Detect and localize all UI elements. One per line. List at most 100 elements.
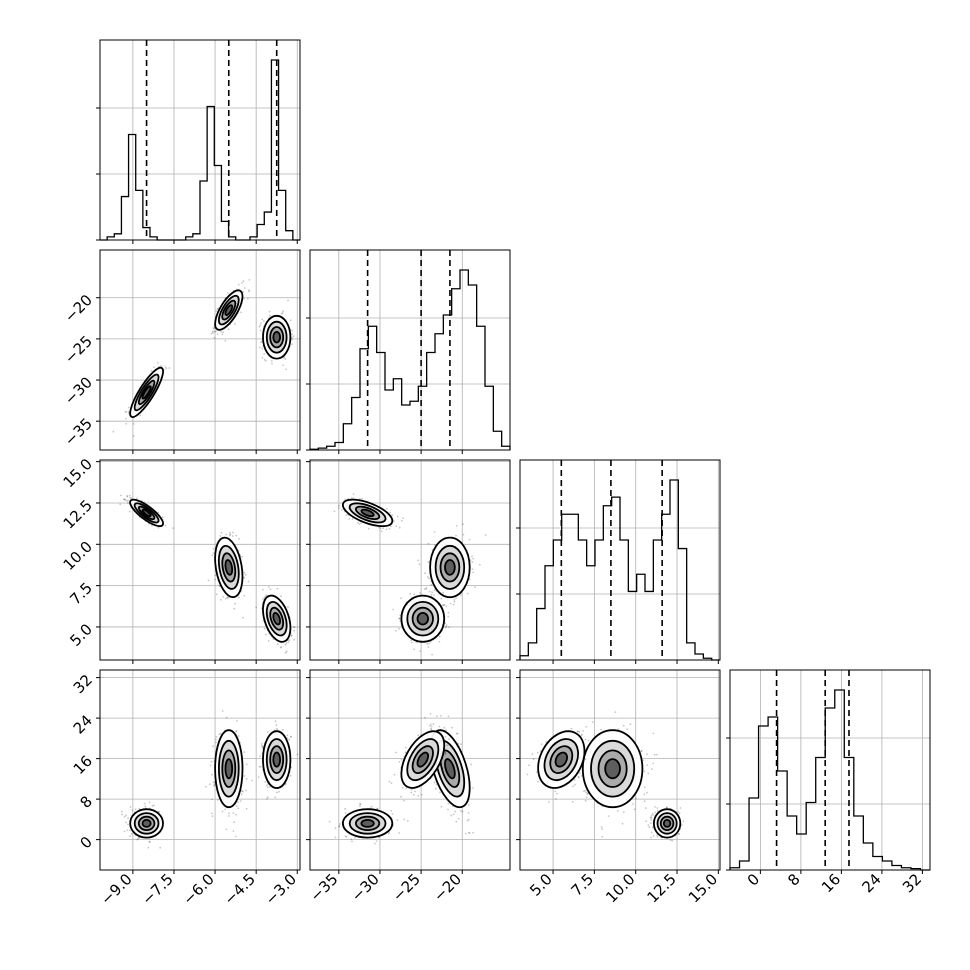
panel-2-2 (516, 459, 721, 664)
scatter-point (151, 805, 154, 807)
scatter-point (400, 758, 403, 761)
scatter-point (472, 831, 474, 834)
scatter-point (241, 790, 244, 793)
scatter-point (261, 357, 264, 359)
scatter-point (225, 828, 228, 831)
scatter-point (390, 782, 393, 784)
scatter-point (279, 646, 282, 649)
scatter-point (290, 635, 293, 637)
scatter-point (450, 814, 453, 817)
scatter-point (215, 738, 217, 741)
scatter-point (124, 498, 126, 501)
scatter-point (447, 808, 449, 811)
scatter-point (293, 638, 295, 641)
scatter-point (261, 746, 264, 748)
scatter-point (260, 743, 263, 745)
scatter-point (261, 347, 264, 350)
scatter-point (447, 715, 450, 718)
scatter-point (282, 310, 284, 312)
scatter-point (214, 578, 217, 581)
scatter-point (328, 820, 331, 823)
scatter-point (224, 597, 227, 600)
scatter-point (282, 729, 284, 731)
scatter-point (264, 781, 267, 783)
scatter-point (265, 594, 268, 597)
scatter-point (235, 813, 237, 816)
scatter-point (358, 523, 361, 526)
scatter-point (263, 358, 266, 361)
scatter-point (367, 527, 370, 530)
scatter-point (425, 587, 428, 589)
scatter-point (376, 807, 379, 810)
scatter-point (285, 650, 288, 653)
scatter-point (237, 735, 240, 737)
scatter-point (455, 534, 457, 537)
scatter-point (388, 780, 391, 783)
scatter-point (460, 743, 462, 746)
scatter-point (125, 410, 128, 413)
scatter-point (291, 343, 293, 346)
scatter-point (265, 784, 268, 787)
scatter-point (441, 585, 444, 587)
scatter-point (447, 615, 450, 618)
scatter-point (439, 791, 441, 794)
density-contour (360, 508, 375, 518)
scatter-point (388, 527, 391, 530)
scatter-point (472, 787, 474, 789)
scatter-point (471, 555, 473, 558)
scatter-point (147, 846, 150, 849)
scatter-point (403, 799, 405, 802)
scatter-point (360, 522, 362, 524)
scatter-point (467, 812, 470, 814)
scatter-point (462, 523, 464, 525)
scatter-point (243, 751, 246, 753)
density-contour (272, 612, 282, 626)
scatter-point (401, 787, 404, 789)
scatter-point (417, 794, 420, 797)
scatter-point (289, 774, 292, 777)
scatter-point (228, 812, 230, 815)
scatter-point (444, 626, 447, 629)
scatter-point (341, 509, 343, 511)
scatter-point (243, 576, 246, 579)
density-contour (224, 304, 234, 316)
panel-1-1 (306, 249, 511, 454)
scatter-point (284, 358, 287, 360)
scatter-point (484, 534, 487, 536)
scatter-point (149, 840, 151, 843)
density-contour (141, 819, 152, 828)
scatter-point (398, 832, 401, 834)
scatter-point (119, 503, 122, 506)
scatter-point (440, 805, 443, 808)
scatter-point (259, 755, 261, 758)
scatter-point (400, 519, 403, 522)
scatter-point (469, 559, 472, 562)
scatter-point (212, 548, 215, 550)
scatter-point (382, 527, 384, 530)
scatter-point (282, 364, 284, 367)
scatter-point (157, 511, 160, 514)
scatter-point (344, 835, 347, 838)
scatter-point (404, 746, 407, 749)
scatter-point (441, 604, 444, 607)
scatter-point (127, 502, 129, 504)
scatter-point (447, 611, 450, 614)
scatter-point (289, 319, 292, 322)
scatter-point (453, 599, 456, 601)
scatter-point (236, 720, 238, 722)
scatter-point (239, 800, 242, 802)
scatter-point (243, 571, 246, 574)
scatter-point (237, 807, 240, 810)
scatter-point (468, 832, 471, 834)
scatter-point (123, 815, 126, 818)
histogram-steps (519, 479, 720, 661)
scatter-point (205, 785, 207, 788)
scatter-point (207, 579, 210, 582)
scatter-point (338, 507, 340, 509)
scatter-point (359, 805, 361, 808)
scatter-point (245, 573, 247, 576)
scatter-point (470, 763, 472, 766)
scatter-point (211, 815, 214, 818)
density-contour (224, 559, 234, 576)
scatter-points (333, 493, 487, 656)
